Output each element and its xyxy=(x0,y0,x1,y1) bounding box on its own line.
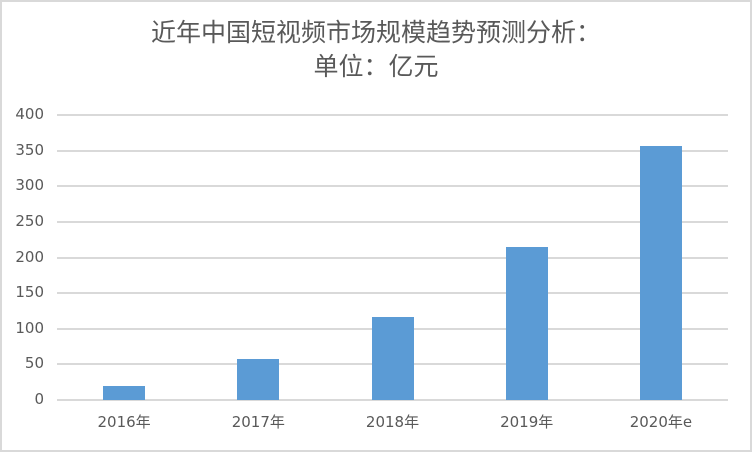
x-tick-label: 2020年e xyxy=(629,413,693,431)
bar xyxy=(639,145,682,400)
gridline xyxy=(57,149,728,152)
chart-title: 近年中国短视频市场规模趋势预测分析： 单位：亿元 xyxy=(0,16,752,84)
y-tick-label: 50 xyxy=(24,354,44,373)
gridline xyxy=(57,185,728,188)
y-tick-label: 0 xyxy=(34,390,44,408)
gridline xyxy=(57,292,728,295)
y-tick-label: 400 xyxy=(15,105,44,123)
x-tick-label: 2016年 xyxy=(97,413,151,431)
y-tick-label: 200 xyxy=(15,247,44,266)
x-tick-label: 2018年 xyxy=(365,413,420,431)
chart-title-line-2: 单位：亿元 xyxy=(313,52,439,81)
y-tick-label: 150 xyxy=(15,283,44,302)
chart-title-line-1: 近年中国短视频市场规模趋势预测分析： xyxy=(150,18,601,47)
y-tick-label: 300 xyxy=(15,176,44,195)
plot-area xyxy=(57,114,728,401)
bar xyxy=(371,316,414,400)
gridline xyxy=(57,256,728,259)
x-tick-label: 2017年 xyxy=(231,413,285,431)
y-tick-label: 250 xyxy=(15,211,44,230)
gridline xyxy=(57,399,728,401)
bar xyxy=(505,246,548,400)
bar xyxy=(103,386,146,400)
gridline xyxy=(57,114,728,116)
x-tick-label: 2019年 xyxy=(500,413,554,431)
bar xyxy=(237,359,280,400)
gridline xyxy=(57,220,728,223)
y-tick-label: 100 xyxy=(15,318,44,337)
y-tick-label: 350 xyxy=(15,140,44,159)
